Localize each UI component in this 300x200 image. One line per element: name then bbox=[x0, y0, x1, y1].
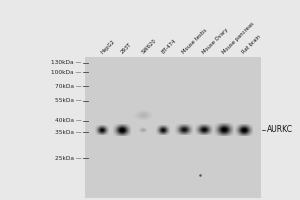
Text: HepG2: HepG2 bbox=[100, 39, 116, 55]
Text: Mouse testis: Mouse testis bbox=[182, 28, 208, 55]
Text: Mouse Ovary: Mouse Ovary bbox=[202, 27, 229, 55]
Text: 55kDa —: 55kDa — bbox=[55, 98, 82, 104]
Text: Rat brain: Rat brain bbox=[242, 34, 262, 55]
Text: 293T: 293T bbox=[119, 42, 132, 55]
Text: 100kDa —: 100kDa — bbox=[51, 70, 82, 74]
Text: AURKC: AURKC bbox=[267, 126, 293, 134]
Text: 40kDa —: 40kDa — bbox=[55, 118, 82, 123]
Text: 35kDa —: 35kDa — bbox=[55, 130, 82, 134]
Text: 70kDa —: 70kDa — bbox=[55, 84, 82, 88]
Bar bbox=[85, 57, 261, 198]
Text: 130kDa —: 130kDa — bbox=[51, 60, 82, 66]
Text: 25kDa —: 25kDa — bbox=[55, 156, 82, 160]
Text: Mouse pancreas: Mouse pancreas bbox=[221, 21, 255, 55]
Text: BT-474: BT-474 bbox=[160, 38, 177, 55]
Text: SW620: SW620 bbox=[140, 38, 157, 55]
